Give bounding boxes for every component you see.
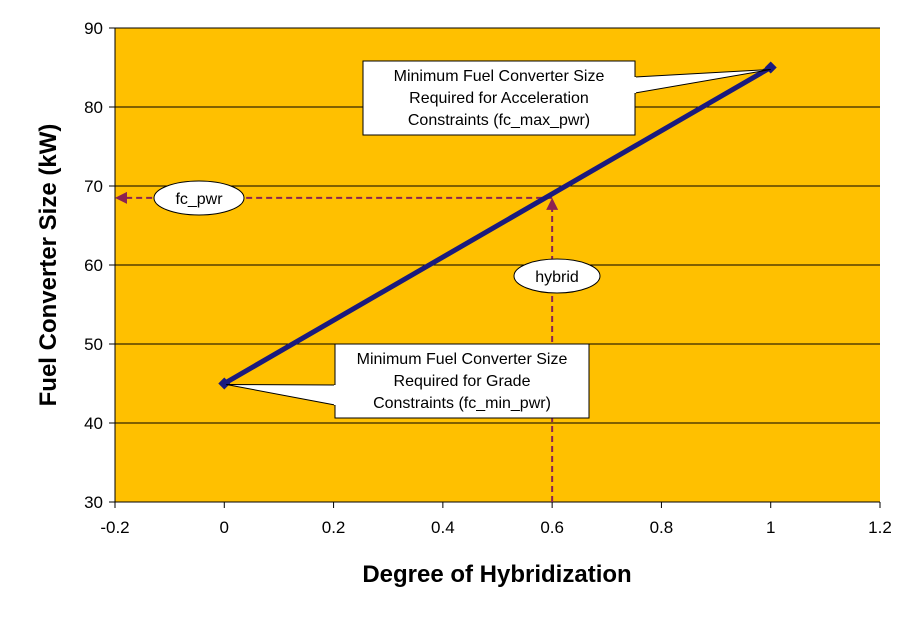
x-axis-title: Degree of Hybridization (362, 561, 631, 588)
x-tick-label: 1.2 (868, 518, 892, 537)
min-callout-box (334, 343, 590, 419)
y-tick-label: 60 (84, 256, 103, 275)
x-tick-label: 0.4 (431, 518, 455, 537)
fc-pwr-guide-arrowhead (115, 191, 127, 204)
max-callout-text: Constraints (fc_max_pwr) (408, 112, 590, 129)
hybrid-guide-arrowhead (546, 197, 559, 210)
series-point (218, 377, 231, 390)
series-line (223, 65, 772, 386)
fc-pwr-label: fc_pwr (175, 191, 223, 208)
max-callout-text: Minimum Fuel Converter Size (394, 68, 605, 85)
y-tick-label: 30 (84, 493, 103, 512)
callouts: Minimum Fuel Converter Size Required for … (153, 60, 771, 419)
y-tick-label: 40 (84, 414, 103, 433)
hybrid-label: hybrid (535, 269, 579, 286)
y-tick-label: 90 (84, 19, 103, 38)
x-tick-label: 1 (766, 518, 775, 537)
y-tick-label: 80 (84, 98, 103, 117)
min-callout-text: Constraints (fc_min_pwr) (373, 395, 551, 412)
y-tick-label: 50 (84, 335, 103, 354)
y-axis-title: Fuel Converter Size (kW) (35, 124, 62, 407)
fc-pwr-bubble (153, 180, 245, 216)
x-axis-ticks: -0.2 0 0.2 0.4 0.6 0.8 1 1.2 (100, 502, 892, 537)
max-callout-box (362, 60, 636, 136)
x-tick-label: 0.2 (322, 518, 346, 537)
y-tick-label: 70 (84, 177, 103, 196)
guide-arrows (115, 191, 559, 502)
min-callout-text: Required for Grade (394, 373, 531, 390)
y-axis-ticks: 30 40 50 60 70 80 90 (84, 19, 115, 512)
x-tick-label: -0.2 (100, 518, 129, 537)
hybrid-bubble (513, 258, 601, 294)
x-tick-label: 0.8 (650, 518, 674, 537)
x-tick-label: 0 (220, 518, 229, 537)
max-callout-text: Required for Acceleration (409, 90, 589, 107)
min-callout-text: Minimum Fuel Converter Size (357, 351, 568, 368)
x-tick-label: 0.6 (540, 518, 564, 537)
